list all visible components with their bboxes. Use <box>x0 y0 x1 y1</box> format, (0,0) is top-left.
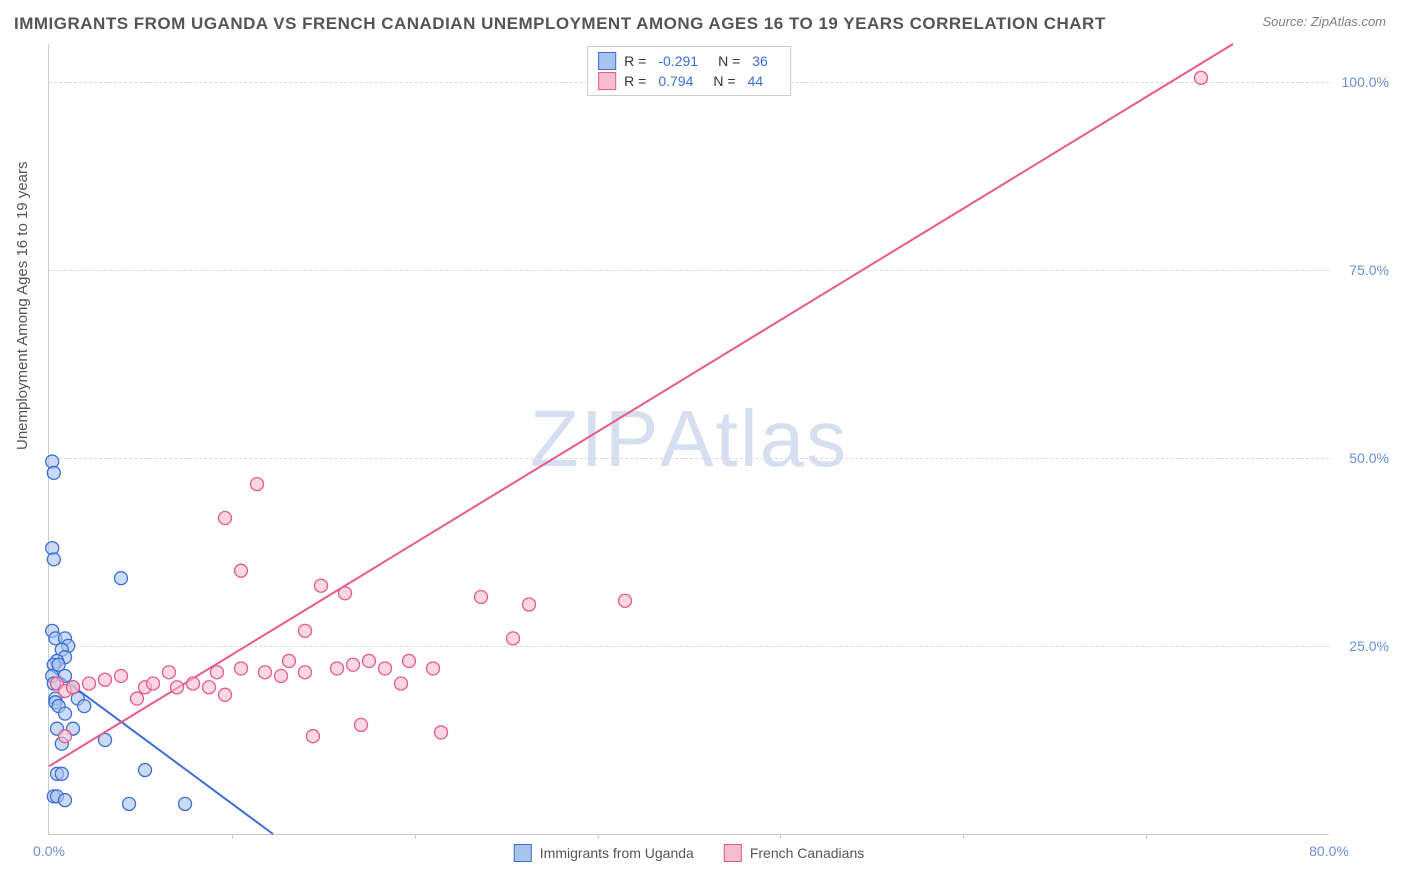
chart-title: IMMIGRANTS FROM UGANDA VS FRENCH CANADIA… <box>14 14 1106 34</box>
data-point <box>147 677 160 690</box>
data-point <box>275 670 288 683</box>
data-point <box>315 579 328 592</box>
plot-area: ZIPAtlas 25.0%50.0%75.0%100.0% R =-0.291… <box>48 44 1329 835</box>
y-tick-label: 100.0% <box>1342 74 1389 90</box>
data-point <box>251 478 264 491</box>
data-point <box>55 767 68 780</box>
data-point <box>523 598 536 611</box>
data-point <box>619 594 632 607</box>
data-point <box>99 673 112 686</box>
y-tick-label: 75.0% <box>1349 262 1389 278</box>
data-point <box>427 662 440 675</box>
data-point <box>203 681 216 694</box>
y-tick-label: 25.0% <box>1349 638 1389 654</box>
data-point <box>395 677 408 690</box>
source-citation: Source: ZipAtlas.com <box>1262 14 1386 29</box>
data-point <box>235 564 248 577</box>
data-point <box>179 797 192 810</box>
data-point <box>299 666 312 679</box>
data-point <box>435 726 448 739</box>
legend-swatch-pink <box>598 72 616 90</box>
legend-row-uganda: R =-0.291 N =36 <box>598 51 780 71</box>
scatter-plot <box>49 44 1329 834</box>
legend-item-french: French Canadians <box>724 844 864 862</box>
y-axis-label: Unemployment Among Ages 16 to 19 years <box>14 161 31 450</box>
data-point <box>67 681 80 694</box>
data-point <box>115 670 128 683</box>
correlation-legend: R =-0.291 N =36 R =0.794 N =44 <box>587 46 791 96</box>
data-point <box>339 587 352 600</box>
data-point <box>59 794 72 807</box>
legend-swatch-blue <box>514 844 532 862</box>
data-point <box>59 707 72 720</box>
data-point <box>47 466 60 479</box>
data-point <box>379 662 392 675</box>
data-point <box>219 688 232 701</box>
data-point <box>139 764 152 777</box>
data-point <box>115 572 128 585</box>
data-point <box>187 677 200 690</box>
data-point <box>163 666 176 679</box>
data-point <box>131 692 144 705</box>
data-point <box>83 677 96 690</box>
legend-swatch-blue <box>598 52 616 70</box>
y-tick-label: 50.0% <box>1349 450 1389 466</box>
data-point <box>211 666 224 679</box>
data-point <box>47 553 60 566</box>
data-point <box>475 591 488 604</box>
data-point <box>355 718 368 731</box>
x-tick-label: 0.0% <box>33 843 65 859</box>
data-point <box>259 666 272 679</box>
data-point <box>59 730 72 743</box>
data-point <box>299 624 312 637</box>
data-point <box>171 681 184 694</box>
data-point <box>1195 71 1208 84</box>
data-point <box>78 700 91 713</box>
legend-swatch-pink <box>724 844 742 862</box>
data-point <box>123 797 136 810</box>
data-point <box>363 654 376 667</box>
legend-row-french: R =0.794 N =44 <box>598 71 780 91</box>
data-point <box>235 662 248 675</box>
x-tick-label: 80.0% <box>1309 843 1349 859</box>
legend-item-uganda: Immigrants from Uganda <box>514 844 694 862</box>
data-point <box>331 662 344 675</box>
data-point <box>307 730 320 743</box>
data-point <box>219 512 232 525</box>
series-legend: Immigrants from Uganda French Canadians <box>514 844 864 862</box>
data-point <box>507 632 520 645</box>
data-point <box>347 658 360 671</box>
data-point <box>283 654 296 667</box>
data-point <box>403 654 416 667</box>
